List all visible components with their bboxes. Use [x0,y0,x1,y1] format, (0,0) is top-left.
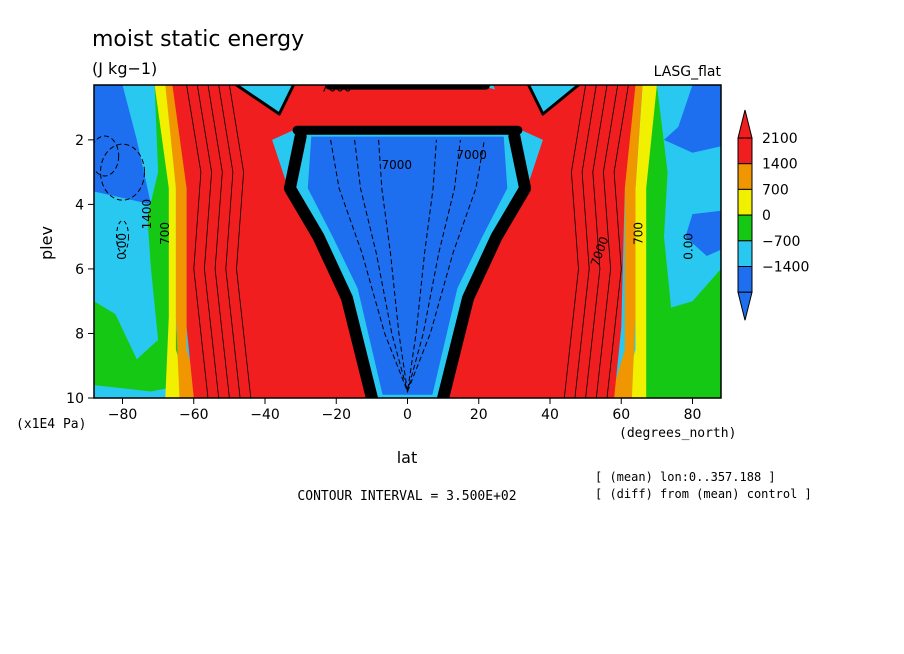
contour-band-east [437,130,532,398]
region-south-green [94,85,184,392]
y-tick-label: 8 [75,326,84,342]
contour-interval: CONTOUR INTERVAL = 3.500E+02 [297,489,516,504]
x-tick-label: −80 [108,407,138,423]
x-axis-units: (degrees_north) [619,426,736,441]
note-diff-control: [ (diff) from (mean) control ] [595,487,812,501]
colorbar-segment [737,266,753,293]
x-tick-label: 0 [403,407,412,423]
region-south-orange [165,85,201,398]
x-axis-label: lat [397,448,418,467]
colorbar-segment [737,214,753,242]
colorbar-segment [737,188,753,216]
region-north-polar-mid [685,210,721,256]
colorbar-label: 0 [762,208,771,224]
dataset-label: LASG_flat [654,64,722,80]
region-upper-tropics-red [286,85,529,134]
contour-label: 7000 [456,148,487,162]
colorbar-label: 700 [762,182,789,198]
colorbar-segment [737,137,753,165]
x-axis: −80 −60 −40 −20 0 20 40 60 80 [108,398,702,423]
dashed-contour-1 [354,139,461,394]
contour-label: 1400 [140,199,154,230]
contour-line-north-2 [585,85,608,398]
y-axis: 2 4 6 8 10 [66,133,94,407]
note-mean-lon: [ (mean) lon:0..357.188 ] [595,470,776,484]
contour-line-south-2 [207,85,230,398]
x-tick-label: −20 [321,407,351,423]
contour-label: 0.00 [682,233,696,260]
x-tick-label: −60 [179,407,209,423]
region-south-polar-upper [94,85,151,205]
contour-band-southwest-top [235,85,295,116]
contour-label: 7000 [321,80,352,94]
contour-line-south-0 [186,85,209,398]
contour-label: 700 [158,222,172,245]
contour-line-north-3 [595,85,619,398]
chart-title: moist static energy [92,27,304,52]
region-north-polar-upper [664,85,721,153]
contour-line-north-0 [563,85,586,398]
contour-line-south-3 [218,85,241,398]
region-north-orange [610,85,643,398]
x-tick-label: 60 [612,407,630,423]
dashed-polar-south-1 [100,143,145,201]
dashed-polar-south-0 [94,135,120,177]
colorbar-label: 1400 [762,157,798,173]
y-tick-label: 2 [75,133,84,149]
y-tick-label: 6 [75,262,84,278]
region-north-red [443,85,636,398]
dashed-polar-south-small [116,220,129,254]
y-tick-label: 4 [75,197,84,213]
dashed-contour-0 [378,139,437,392]
contour-line-south-4 [229,85,252,398]
colorbar-label: −700 [762,234,800,250]
colorbar: 2100 1400 700 0 −700 −1400 [737,109,809,321]
x-tick-label: 80 [684,407,702,423]
colorbar-extend-min [737,291,753,321]
x-tick-label: −40 [250,407,280,423]
region-north-yellow [621,85,657,398]
contour-band-west [283,130,378,398]
colorbar-label: 2100 [762,131,798,147]
colorbar-segment [737,163,753,190]
contour-label: 7000 [382,158,413,172]
contour-line-north-4 [606,85,629,398]
x-tick-label: 40 [541,407,559,423]
region-south-green-low [94,301,141,386]
contour-line-north-1 [574,85,597,398]
contour-label: 0.00 [115,233,129,260]
contour-field [94,85,721,398]
y-axis-label: plev [37,226,56,260]
region-north-green [635,85,721,398]
contour-label: 700 [632,222,646,245]
y-axis-units: (x1E4 Pa) [16,417,86,432]
region-south-red [172,85,372,398]
region-tropical-blue [307,136,508,395]
y-tick-label: 10 [66,391,84,407]
colorbar-extend-max [737,109,753,139]
x-tick-label: 20 [470,407,488,423]
chart-units: (J kg−1) [92,59,157,78]
contour-line-south-1 [196,85,220,398]
contour-band-northeast-top [527,85,580,116]
colorbar-label: −1400 [762,260,809,276]
region-south-yellow [154,85,191,398]
colorbar-segment [737,240,753,268]
